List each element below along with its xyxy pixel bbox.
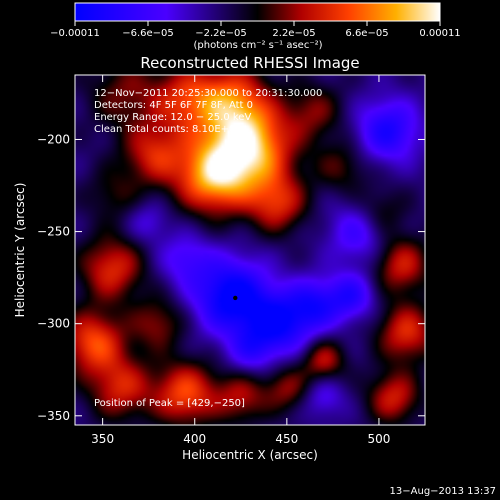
y-tick-label: −200: [37, 132, 70, 146]
y-tick-label: −300: [37, 317, 70, 331]
footer-date: 13−Aug−2013 13:37: [390, 486, 496, 497]
x-axis-ticks: 350 400 450 500: [91, 75, 390, 446]
plot-frame: [74, 74, 426, 426]
annotation-time: 12−Nov−2011 20:25:30.000 to 20:31:30.000: [94, 88, 322, 99]
x-tick-label: 400: [183, 432, 206, 446]
colorbar: [74, 2, 441, 22]
x-tick-label: 350: [91, 432, 114, 446]
colorbar-tick-label: −6.6e−05: [122, 28, 174, 39]
chart-title: Reconstructed RHESSI Image: [140, 54, 359, 72]
peak-marker: [233, 295, 238, 301]
colorbar-ticks: −0.00011 −6.6e−05 −2.2e−05 2.2e−05 6.6e−05 0.…: [50, 21, 461, 39]
y-tick-label: −250: [37, 225, 70, 239]
x-axis-label: Heliocentric X (arcsec): [182, 448, 318, 462]
colorbar-tick-label: 2.2e−05: [272, 28, 315, 39]
annotation-counts: Clean Total counts: 8.10E+03: [94, 124, 242, 135]
x-tick-label: 500: [367, 432, 390, 446]
colorbar-tick-label: 6.6e−05: [345, 28, 388, 39]
heatmap-image: [75, 75, 425, 425]
colorbar-tick-label: −2.2e−05: [195, 28, 247, 39]
peak-position-label: Position of Peak = [429,−250]: [94, 398, 245, 409]
annotation-detectors: Detectors: 4F 5F 6F 7F 8F, Att 0: [94, 100, 253, 111]
y-axis-ticks: −200 −250 −300 −350: [37, 132, 425, 423]
x-tick-label: 450: [275, 432, 298, 446]
colorbar-tick-label: 0.00011: [419, 28, 460, 39]
y-axis-label: Heliocentric Y (arcsec): [13, 183, 27, 318]
y-tick-label: −350: [37, 409, 70, 423]
colorbar-units: (photons cm⁻² s⁻¹ asec⁻²): [193, 40, 322, 51]
annotation-energy: Energy Range: 12.0 − 25.0 keV: [94, 112, 251, 123]
colorbar-tick-label: −0.00011: [50, 28, 100, 39]
